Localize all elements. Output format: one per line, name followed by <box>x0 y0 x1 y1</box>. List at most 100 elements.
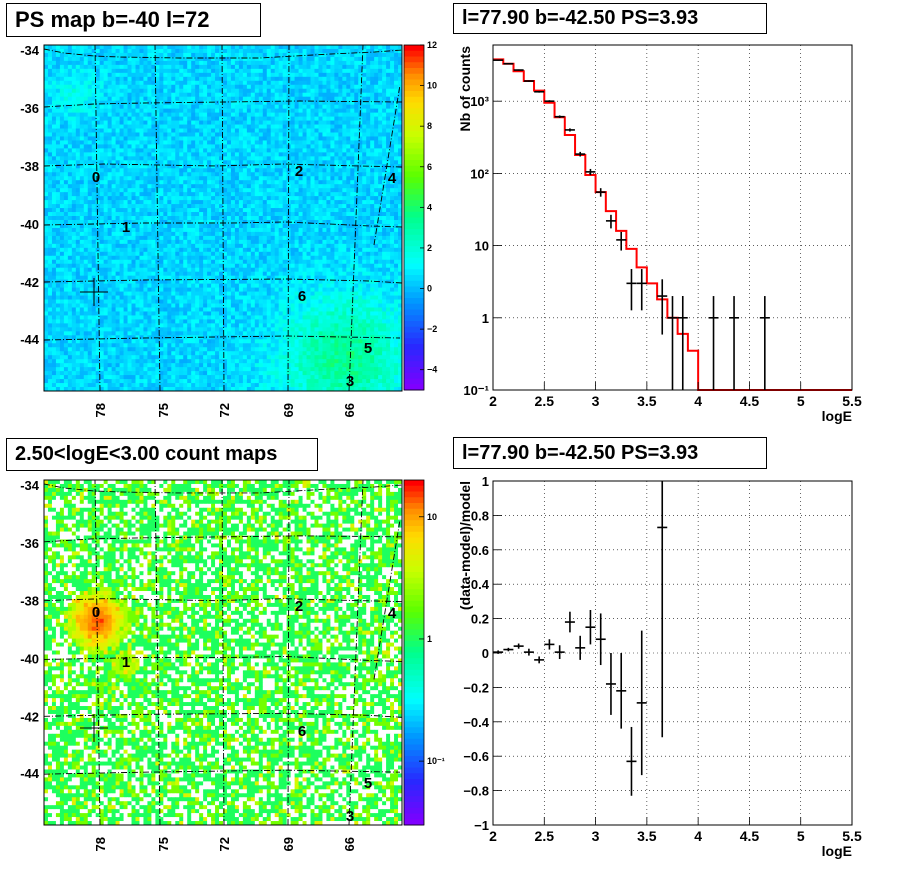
spectrum-x-tick: 4 <box>694 393 702 409</box>
count-map-y-tick: -36 <box>20 536 39 551</box>
spectrum-x-tick: 4.5 <box>740 393 760 409</box>
spectrum-y-axis-label: Nb of counts <box>457 46 473 132</box>
ps-map-colorbar-labels: 12 10 8 6 4 2 0 −2 −4 <box>420 40 437 375</box>
residual-data-point <box>503 647 514 652</box>
ps-map-source-label: 2 <box>295 163 303 180</box>
count-map-source-label: 2 <box>295 598 303 615</box>
ps-map-x-tick: 75 <box>156 403 171 417</box>
ps-map-source-label: 4 <box>388 170 397 187</box>
spectrum-y-ticks: 10⁻¹ 1 10 10² 10³ <box>463 94 502 398</box>
ps-map-x-tick: 72 <box>217 403 232 417</box>
residual-y-tick: 0.6 <box>471 543 489 558</box>
ps-map-source-label: 1 <box>122 219 130 236</box>
residual-x-ticks: 2 2.5 3 3.5 4 4.5 5 5.5 <box>489 817 862 844</box>
spectrum-frame <box>492 44 853 391</box>
spectrum-data-point <box>523 80 534 82</box>
count-map-source-labels: 0 1 2 3 4 5 6 <box>92 598 397 825</box>
spectrum-x-tick: 3 <box>592 393 600 409</box>
spectrum-panel: 2 2.5 3 3.5 4 4.5 5 5.5 10⁻¹ 1 10 10² 10³ logE Nb o… <box>457 44 862 424</box>
residual-data-point <box>616 653 627 729</box>
residual-data-point <box>534 656 545 664</box>
ps-map-frame <box>43 44 403 392</box>
spectrum-y-tick: 1 <box>482 311 489 326</box>
ps-map-colorbar-tick: 0 <box>427 284 432 294</box>
residual-x-tick: 3 <box>592 828 600 844</box>
spectrum-data-point <box>595 188 606 197</box>
count-map-title: 2.50<logE<3.00 count maps <box>6 438 318 471</box>
spectrum-y-tick: 10⁻¹ <box>463 383 489 398</box>
residual-y-tick: −0.6 <box>463 749 489 764</box>
count-map-heatmap <box>44 480 403 826</box>
count-map-crosshair-marker <box>80 714 108 742</box>
spectrum-data-point <box>575 151 586 157</box>
count-map-y-tick: -34 <box>20 478 40 493</box>
count-map-colorbar-tick: 1 <box>427 634 432 644</box>
spectrum-title: l=77.90 b=-42.50 PS=3.93 <box>453 3 767 34</box>
spectrum-data-point <box>544 100 555 103</box>
ps-map-colorbar <box>403 44 425 391</box>
residual-data-point <box>544 639 555 650</box>
residual-data-points <box>493 481 668 796</box>
count-map-coordinate-grid <box>43 479 403 826</box>
count-map-source-label: 0 <box>92 604 100 621</box>
residual-y-axis-label: (data-model)/model <box>457 481 473 610</box>
residual-y-tick: −0.2 <box>463 680 489 695</box>
spectrum-data-point <box>534 90 545 93</box>
residual-data-point <box>657 481 668 738</box>
spectrum-data-point <box>759 296 770 390</box>
count-map-colorbar-tick: 10⁻¹ <box>427 756 445 766</box>
residual-data-point <box>585 610 596 645</box>
residual-y-tick: 1 <box>482 474 489 489</box>
residual-y-tick: 0.8 <box>471 508 489 523</box>
residual-grid <box>492 480 853 826</box>
spectrum-data-point <box>513 69 524 71</box>
residual-y-tick: 0.4 <box>471 577 490 592</box>
residual-data-point <box>595 613 606 666</box>
count-map-source-label: 5 <box>364 775 372 792</box>
residual-data-point <box>554 645 565 660</box>
ps-map-y-tick: -42 <box>20 275 39 290</box>
ps-map-source-label: 6 <box>298 288 306 305</box>
spectrum-x-tick: 2 <box>489 393 497 409</box>
count-map-x-ticks: 78 75 72 69 66 <box>93 837 357 851</box>
ps-map-crosshair-marker <box>80 278 108 306</box>
spectrum-data-point <box>605 214 616 229</box>
spectrum-data-point <box>677 296 688 390</box>
ps-map-colorbar-tick: 10 <box>427 81 437 91</box>
residual-y-tick: 0 <box>482 646 489 661</box>
ps-map-colorbar-tick: 8 <box>427 121 432 131</box>
ps-map-source-label: 5 <box>364 340 372 357</box>
ps-map-y-tick: -34 <box>20 43 40 58</box>
residual-y-ticks: −1 −0.8 −0.6 −0.4 −0.2 0 0.2 0.4 0.6 0.8 1 <box>463 474 502 833</box>
residual-data-point <box>575 635 586 660</box>
count-map-source-label: 4 <box>388 605 397 622</box>
residual-data-point <box>626 726 637 796</box>
residual-x-tick: 5.5 <box>842 828 862 844</box>
residual-x-tick: 3.5 <box>637 828 657 844</box>
count-map-x-tick: 72 <box>217 837 232 851</box>
spectrum-data-point <box>708 296 719 390</box>
ps-map-title: PS map b=-40 l=72 <box>6 3 261 37</box>
spectrum-y-tick: 10 <box>475 239 489 254</box>
ps-map-source-labels: 0 1 2 3 4 5 6 <box>92 163 397 390</box>
spectrum-data-point <box>503 62 514 65</box>
spectrum-x-tick: 2.5 <box>535 393 555 409</box>
ps-map-colorbar-tick: −2 <box>427 324 437 334</box>
ps-map-y-tick: -38 <box>20 159 39 174</box>
ps-map-colorbar-tick: 2 <box>427 243 432 253</box>
spectrum-data-point <box>626 269 637 311</box>
ps-map-x-tick: 78 <box>93 403 108 417</box>
count-map-x-tick: 75 <box>156 837 171 851</box>
ps-map-x-tick: 69 <box>281 403 296 417</box>
count-map-panel: 10 1 10⁻¹ -34 -36 -38 -40 -42 -44 78 75 72 69 66 0 1… <box>20 478 445 851</box>
count-map-colorbar <box>403 479 425 826</box>
spectrum-data-point <box>657 279 668 335</box>
ps-map-heatmap <box>44 45 403 392</box>
residual-y-tick: −0.8 <box>463 784 489 799</box>
residual-x-axis-label: logE <box>822 843 852 859</box>
spectrum-data-point <box>636 269 647 311</box>
residual-data-point <box>513 643 524 649</box>
spectrum-data-point <box>564 128 575 132</box>
count-map-x-tick: 66 <box>342 837 357 851</box>
